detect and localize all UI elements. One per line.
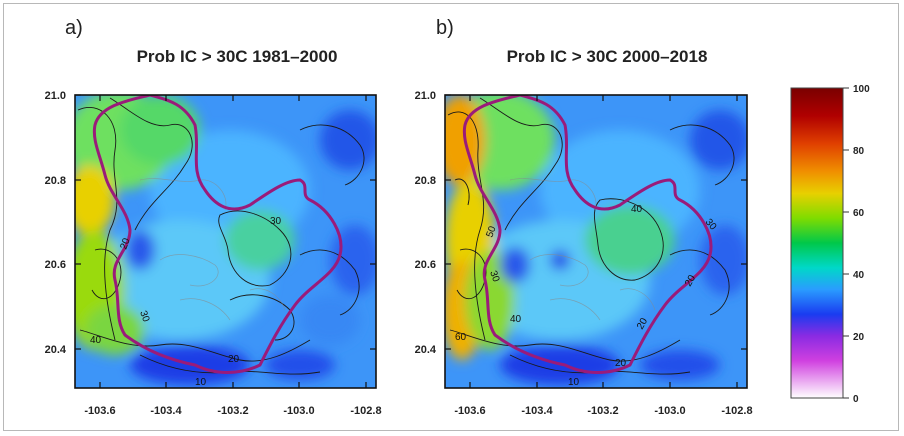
panel-a-contour-label: 30 bbox=[137, 309, 151, 324]
colorbar-tick-label: 20 bbox=[853, 332, 865, 343]
colorbar-tick-label: 0 bbox=[853, 394, 859, 405]
y-tick-label: 20.6 bbox=[415, 259, 436, 271]
panel-b-boundary bbox=[462, 95, 713, 374]
x-tick-label: -103.6 bbox=[84, 405, 115, 417]
panel-b-contour-label: 20 bbox=[635, 316, 650, 332]
x-tick-label: -102.8 bbox=[350, 405, 381, 417]
panel-a-boundary bbox=[92, 95, 343, 374]
panel-a-contour-label: 30 bbox=[270, 216, 282, 227]
colorbar: 100 80 60 40 20 0 bbox=[790, 84, 870, 405]
panel-b-contour-label: 30 bbox=[487, 269, 501, 284]
y-tick-label: 21.0 bbox=[45, 90, 66, 102]
y-tick-label: 21.0 bbox=[415, 90, 436, 102]
panel-b-contour-label: 50 bbox=[484, 224, 498, 239]
colorbar-tick-label: 40 bbox=[853, 270, 865, 281]
panel-a-map: 30 20 30 40 20 10 bbox=[75, 95, 376, 388]
panel-a-axes-frame bbox=[74, 94, 377, 389]
colorbar-tick-label: 80 bbox=[853, 146, 865, 157]
colorbar-gradient bbox=[790, 87, 844, 399]
panel-b-title: Prob IC > 30C 2000–2018 bbox=[506, 47, 708, 66]
x-tick-label: -103.2 bbox=[587, 405, 618, 417]
panel-b-contour-label: 20 bbox=[615, 358, 627, 369]
panel-b-contour-label: 40 bbox=[510, 314, 522, 325]
panel-b-map: 40 30 50 30 40 60 20 20 20 10 bbox=[445, 95, 747, 388]
panel-b-axes-frame bbox=[444, 94, 748, 389]
panel-b-label: b) bbox=[436, 17, 454, 39]
y-tick-label: 20.8 bbox=[45, 175, 66, 187]
panel-b-contour-label: 10 bbox=[568, 377, 580, 388]
panel-b-contour-label: 40 bbox=[631, 204, 643, 215]
x-tick-label: -102.8 bbox=[721, 405, 752, 417]
panel-b-contour-label: 60 bbox=[455, 332, 467, 343]
x-tick-label: -103.0 bbox=[654, 405, 685, 417]
panel-a-contour-label: 40 bbox=[90, 335, 102, 346]
colorbar-tick-label: 60 bbox=[853, 208, 865, 219]
x-tick-label: -103.4 bbox=[150, 405, 182, 417]
panel-a-contour-label: 10 bbox=[195, 377, 207, 388]
panel-a-contour-label: 20 bbox=[228, 354, 240, 365]
colorbar-tick-label: 100 bbox=[853, 84, 870, 95]
x-tick-label: -103.6 bbox=[454, 405, 485, 417]
y-tick-label: 20.6 bbox=[45, 259, 66, 271]
panel-a-ticks bbox=[75, 94, 376, 388]
panel-b-ticks bbox=[445, 94, 747, 388]
x-tick-label: -103.0 bbox=[283, 405, 314, 417]
panel-a-title: Prob IC > 30C 1981–2000 bbox=[136, 47, 338, 66]
x-tick-label: -103.4 bbox=[521, 405, 553, 417]
panel-b-contour-label: 20 bbox=[683, 273, 698, 289]
panel-b-y-tick-labels: 21.0 20.8 20.6 20.4 bbox=[415, 90, 437, 356]
y-tick-label: 20.8 bbox=[415, 175, 436, 187]
y-tick-label: 20.4 bbox=[45, 344, 67, 356]
y-tick-label: 20.4 bbox=[415, 344, 437, 356]
panel-a-x-tick-labels: -103.6 -103.4 -103.2 -103.0 -102.8 bbox=[84, 405, 381, 417]
panel-b-x-tick-labels: -103.6 -103.4 -103.2 -103.0 -102.8 bbox=[454, 405, 752, 417]
panel-a-y-tick-labels: 21.0 20.8 20.6 20.4 bbox=[45, 90, 67, 356]
panel-a-contour-label: 20 bbox=[118, 236, 132, 251]
panel-a-label: a) bbox=[65, 17, 83, 39]
x-tick-label: -103.2 bbox=[217, 405, 248, 417]
